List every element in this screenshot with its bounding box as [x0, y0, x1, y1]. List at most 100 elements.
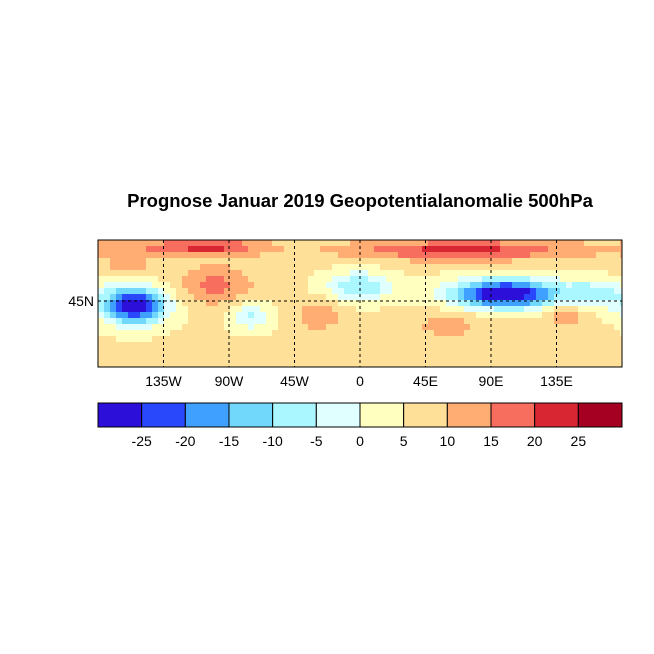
field-cell: [314, 330, 321, 337]
field-cell: [212, 336, 219, 343]
field-cell: [452, 294, 459, 301]
field-cell: [188, 318, 195, 325]
field-cell: [200, 288, 207, 295]
field-cell: [512, 342, 519, 349]
field-cell: [488, 348, 495, 355]
field-cell: [104, 282, 111, 289]
field-cell: [614, 252, 621, 259]
field-cell: [284, 246, 291, 253]
field-cell: [110, 240, 117, 247]
chart-title: Prognose Januar 2019 Geopotentialanomali…: [127, 190, 593, 211]
field-cell: [410, 324, 417, 331]
field-cell: [374, 312, 381, 319]
field-cell: [332, 312, 339, 319]
lat-label: 45N: [68, 293, 94, 309]
field-cell: [284, 324, 291, 331]
field-cell: [290, 348, 297, 355]
field-cell: [398, 306, 405, 313]
field-cell: [488, 354, 495, 361]
field-cell: [578, 246, 585, 253]
field-cell: [446, 306, 453, 313]
field-cell: [332, 348, 339, 355]
field-cell: [398, 324, 405, 331]
field-cell: [320, 342, 327, 349]
field-cell: [128, 306, 135, 313]
field-cell: [116, 252, 123, 259]
field-cell: [446, 270, 453, 277]
field-cell: [212, 252, 219, 259]
field-cell: [164, 318, 171, 325]
field-cell: [548, 360, 555, 367]
field-cell: [98, 306, 105, 313]
field-cell: [284, 336, 291, 343]
field-cell: [482, 258, 489, 265]
field-cell: [620, 264, 623, 271]
field-cell: [176, 318, 183, 325]
field-cell: [434, 348, 441, 355]
field-cell: [518, 342, 525, 349]
field-cell: [548, 258, 555, 265]
field-cell: [314, 306, 321, 313]
field-cell: [500, 312, 507, 319]
field-cell: [458, 336, 465, 343]
field-cell: [122, 276, 129, 283]
field-cell: [614, 258, 621, 265]
field-cell: [278, 258, 285, 265]
field-cell: [452, 336, 459, 343]
field-cell: [260, 348, 267, 355]
field-cell: [572, 276, 579, 283]
field-cell: [362, 294, 369, 301]
field-cell: [302, 354, 309, 361]
field-cell: [584, 246, 591, 253]
field-cell: [506, 288, 513, 295]
field-cell: [404, 336, 411, 343]
field-cell: [164, 276, 171, 283]
field-cell: [536, 288, 543, 295]
field-cell: [248, 348, 255, 355]
field-cell: [356, 300, 363, 307]
field-cell: [326, 318, 333, 325]
field-cell: [524, 348, 531, 355]
field-cell: [116, 246, 123, 253]
field-cell: [134, 282, 141, 289]
field-cell: [260, 318, 267, 325]
field-cell: [452, 306, 459, 313]
field-cell: [446, 288, 453, 295]
field-cell: [602, 330, 609, 337]
field-cell: [596, 360, 603, 367]
field-cell: [140, 342, 147, 349]
field-cell: [218, 360, 225, 367]
field-cell: [176, 306, 183, 313]
field-cell: [122, 330, 129, 337]
field-cell: [278, 312, 285, 319]
field-cell: [248, 360, 255, 367]
field-cell: [158, 240, 165, 247]
field-cell: [440, 264, 447, 271]
field-cell: [134, 294, 141, 301]
field-cell: [362, 276, 369, 283]
field-cell: [368, 258, 375, 265]
field-cell: [410, 282, 417, 289]
field-cell: [440, 258, 447, 265]
field-cell: [494, 294, 501, 301]
field-cell: [374, 276, 381, 283]
field-cell: [392, 342, 399, 349]
field-cell: [590, 258, 597, 265]
field-cell: [164, 324, 171, 331]
field-cell: [620, 348, 623, 355]
field-cell: [170, 246, 177, 253]
field-cell: [608, 342, 615, 349]
field-cell: [572, 270, 579, 277]
field-cell: [290, 288, 297, 295]
field-cell: [272, 276, 279, 283]
field-cell: [500, 354, 507, 361]
field-cell: [314, 252, 321, 259]
field-cell: [374, 348, 381, 355]
field-cell: [602, 360, 609, 367]
field-cell: [374, 240, 381, 247]
field-cell: [206, 264, 213, 271]
field-cell: [308, 270, 315, 277]
field-cell: [296, 348, 303, 355]
field-cell: [182, 264, 189, 271]
field-cell: [548, 312, 555, 319]
